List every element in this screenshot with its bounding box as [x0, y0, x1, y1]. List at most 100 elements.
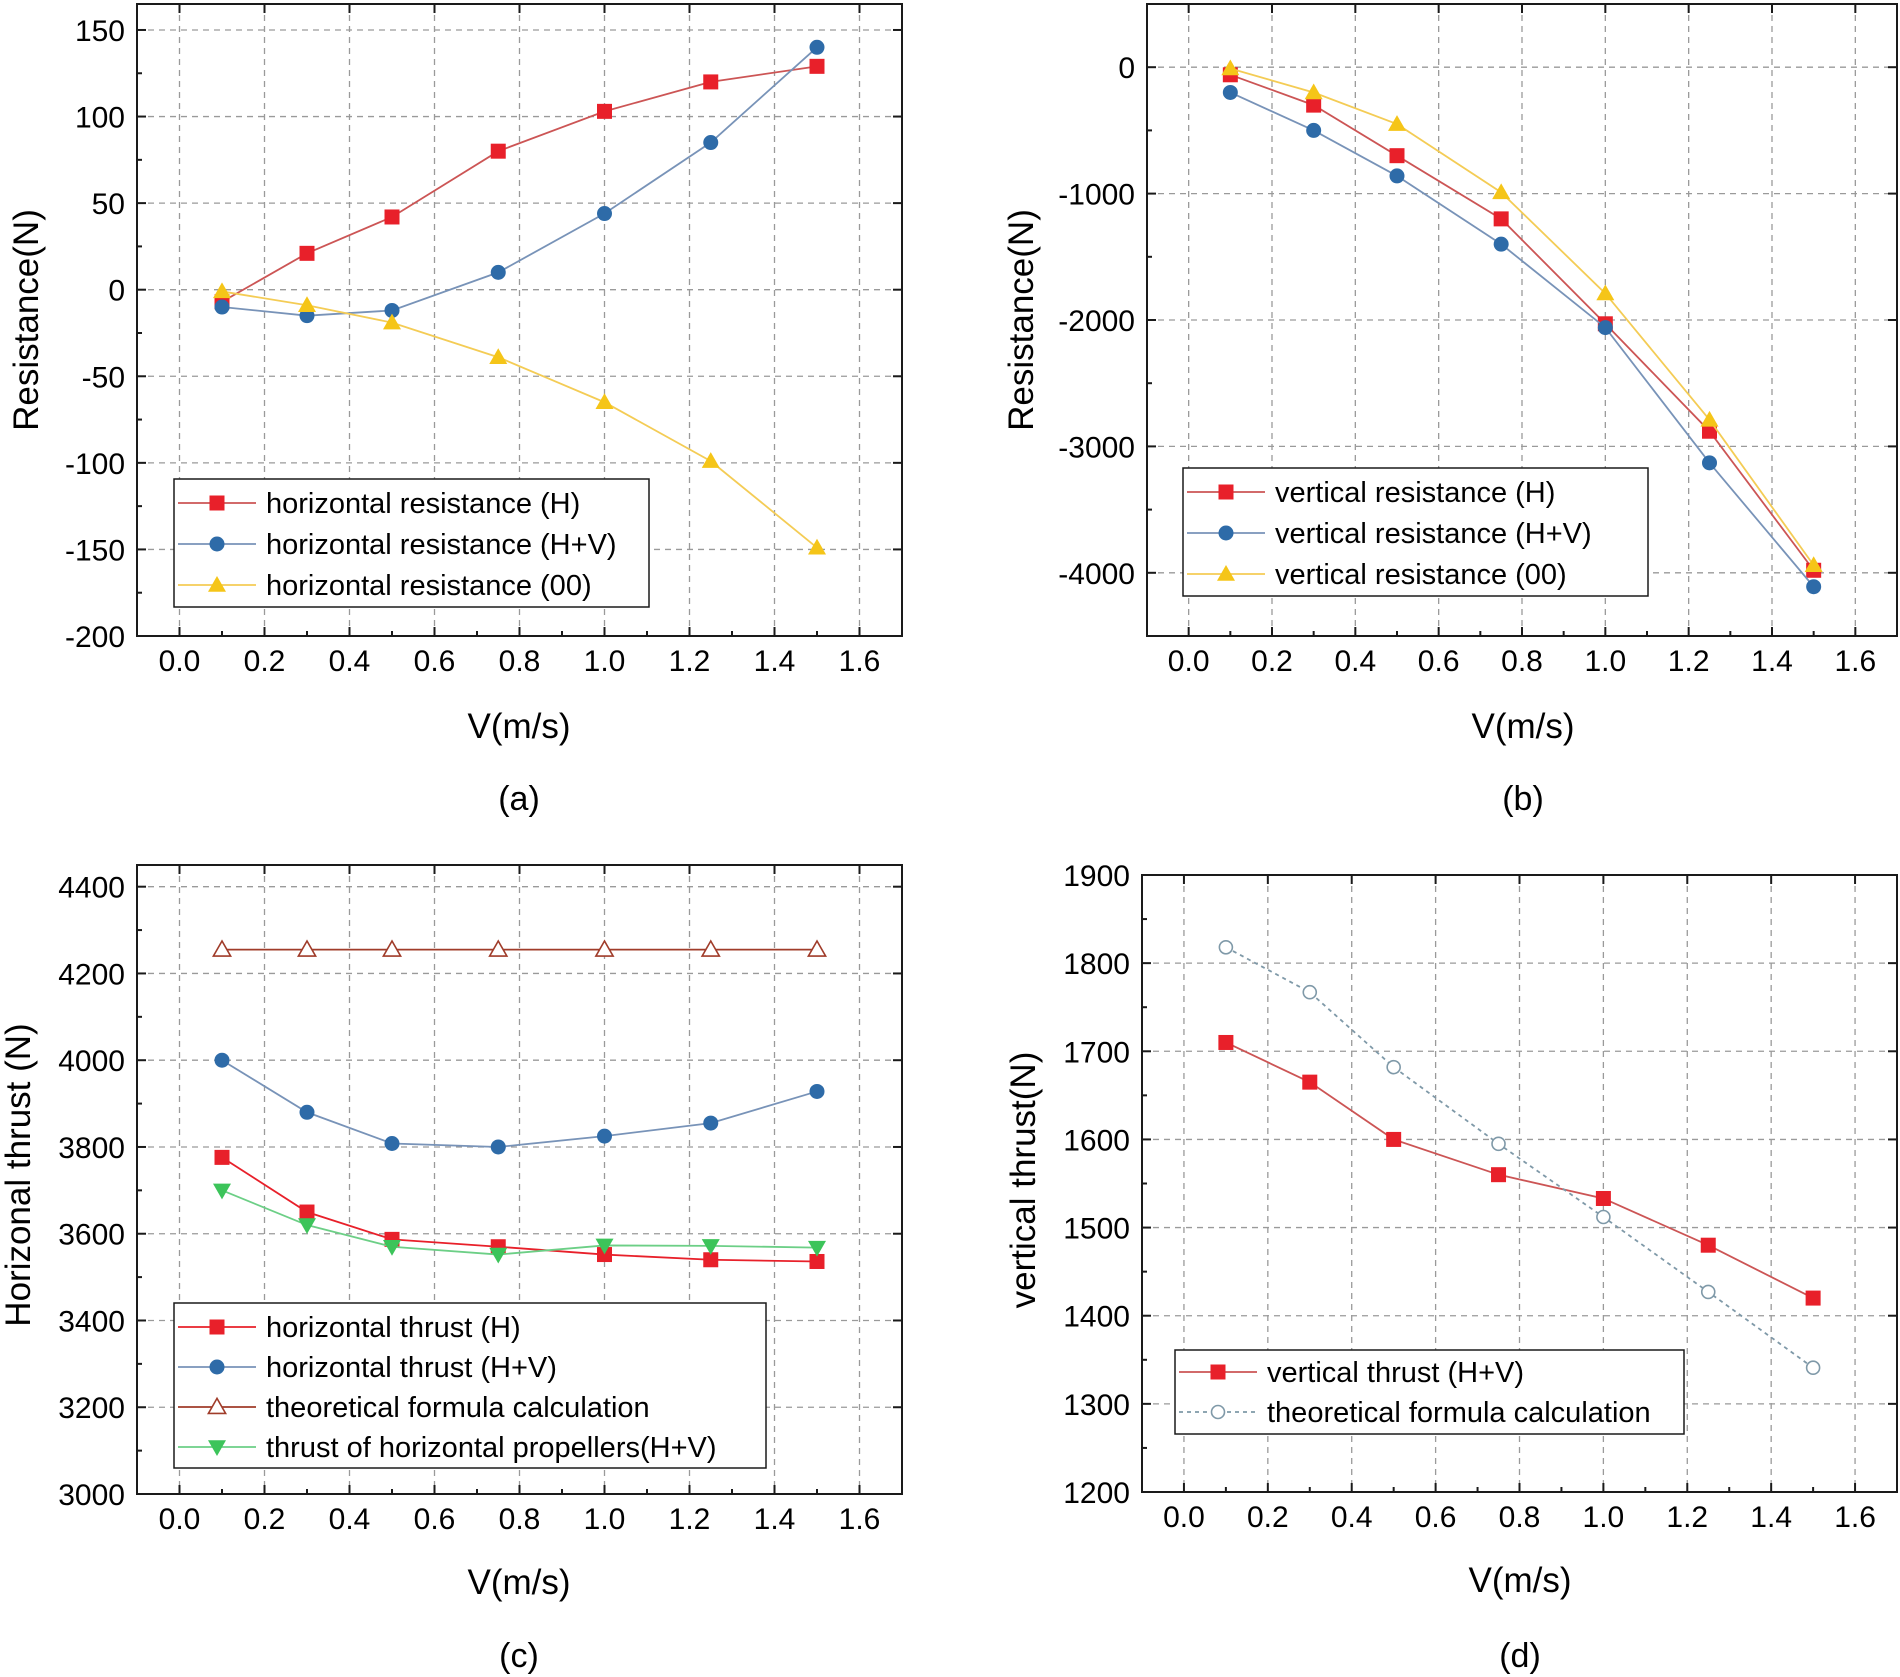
panel-d-legend-label: vertical thrust (H+V) — [1267, 1357, 1524, 1389]
panel-b-series-2-point — [1596, 284, 1615, 301]
panel-d-series-1-point — [1805, 1360, 1821, 1376]
panel-a-x-tick-label: 0.2 — [244, 645, 286, 678]
panel-c-x-tick-label: 0.0 — [159, 1503, 201, 1536]
panel-a-legend-swatch-marker — [209, 536, 225, 552]
panel-c-x-tick-label: 0.8 — [499, 1503, 541, 1536]
panel-b-series-0-point — [1493, 211, 1509, 227]
panel-a-series-2-point — [298, 296, 316, 313]
panel-c-series-1-point — [597, 1128, 612, 1144]
panel-a-series-0-point — [597, 103, 612, 119]
panel-a-series-1-point — [703, 135, 719, 151]
panel-a-x-tick-label: 0.0 — [159, 645, 201, 678]
panel-a-series-1-point — [490, 264, 506, 280]
panel-c-series-2-point — [296, 939, 318, 957]
panel-c-series-2-point — [806, 939, 828, 957]
panel-a-legend-label: horizontal resistance (H) — [266, 488, 580, 520]
panel-d-legend-box — [1174, 1349, 1685, 1435]
panel-c-series-0-point — [597, 1247, 612, 1263]
panel-d-y-axis-title: vertical thrust(N) — [1004, 1052, 1043, 1309]
panel-b-x-tick-label: 0.4 — [1334, 645, 1376, 678]
panel-c-legend-swatch-marker — [206, 1396, 228, 1415]
panel-c-y-tick-label: 3400 — [58, 1305, 125, 1338]
panel-d-y-tick-label: 1300 — [1063, 1389, 1130, 1422]
panel-d-series-1 — [1218, 939, 1821, 1376]
panel-b-legend-swatch-marker — [1218, 484, 1234, 500]
panel-a-series-2-point — [489, 348, 508, 364]
panel-a-legend-entry-2: horizontal resistance (00) — [178, 570, 592, 602]
panel-d-x-tick-label: 1.6 — [1834, 1501, 1876, 1534]
panel-c-legend: horizontal thrust (H) horizontal thrust (… — [173, 1302, 767, 1469]
panel-c-y-tick-label: 3600 — [58, 1219, 125, 1252]
panel-d-x-axis-title: V(m/s) — [1468, 1561, 1571, 1600]
panel-a-y-tick-label: 100 — [75, 102, 125, 135]
panel-b-y-axis-title: Resistance(N) — [1002, 209, 1041, 431]
panel-d-x-tick-label: 0.2 — [1247, 1501, 1289, 1534]
panel-a-series-1-point — [384, 302, 400, 318]
panel-a-legend-label: horizontal resistance (00) — [266, 570, 592, 602]
panel-a-y-tick-label: 50 — [92, 188, 125, 221]
panel-a-x-tick-label: 1.2 — [669, 645, 711, 678]
panel-b-legend: vertical resistance (H) vertical resistan… — [1182, 467, 1649, 597]
panel-a-series-0-point — [809, 58, 825, 74]
panel-b-y-tick-label: -4000 — [1058, 558, 1135, 591]
panel-c-series-2-point — [594, 939, 615, 957]
panel-a-series-0-point — [299, 245, 315, 261]
panel-a-y-tick-label: 0 — [108, 275, 125, 308]
panel-a-legend-label: horizontal resistance (H+V) — [266, 529, 617, 561]
panel-b-y-tick-label: 0 — [1118, 52, 1135, 85]
panel-b-chart: 0.0 0.2 0.4 0.6 0.8 1.0 1.2 1.4 1.6 -4000 -3000 -20… — [1002, 3, 1898, 818]
panel-c-legend-swatch-marker — [209, 1359, 225, 1375]
panel-a-y-tick-label: -50 — [82, 361, 125, 394]
panel-c-series-3-point — [383, 1239, 401, 1256]
panel-a-x-tick-label: 0.6 — [414, 645, 456, 678]
panel-c-caption: (c) — [499, 1637, 539, 1675]
panel-d-series-1-point — [1218, 939, 1234, 955]
panel-c-series-2 — [211, 939, 828, 957]
panel-c-series-1-point — [299, 1104, 315, 1120]
panel-c-series-3-point — [808, 1240, 826, 1257]
panel-d-legend-entry-0: vertical thrust (H+V) — [1179, 1357, 1524, 1389]
panel-c-series-3-point — [298, 1218, 316, 1235]
panel-d-series-1-point — [1596, 1209, 1611, 1225]
panel-d-series-0-point — [1805, 1290, 1821, 1306]
panel-c-series-3-point — [701, 1239, 720, 1255]
panel-a-series-2-point — [701, 452, 720, 468]
panel-d-chart: 0.0 0.2 0.4 0.6 0.8 1.0 1.2 1.4 1.6 1200 1300 1400 1… — [1004, 860, 1898, 1675]
panel-c-x-tick-label: 0.4 — [329, 1503, 371, 1536]
panel-b-legend-swatch-marker — [1218, 525, 1234, 541]
panel-b-series-1-point — [1702, 455, 1717, 471]
panel-a-x-tick-label: 1.4 — [754, 645, 796, 678]
panel-b-series-1-point — [1806, 579, 1822, 595]
panel-b-series-1-point — [1306, 122, 1322, 138]
panel-d-y-tick-label: 1500 — [1063, 1213, 1130, 1246]
panel-a-series-1 — [214, 39, 825, 324]
panel-c-y-tick-label: 3200 — [58, 1392, 125, 1425]
panel-a-series-2-point — [213, 282, 231, 299]
panel-c-chart: 0.0 0.2 0.4 0.6 0.8 1.0 1.2 1.4 1.6 3000 3200 3400 3… — [0, 864, 903, 1675]
panel-b-series-2-point — [1804, 556, 1823, 572]
panel-a-y-tick-label: -100 — [65, 448, 125, 481]
panel-c-series-2-point — [381, 939, 403, 957]
panel-c-series-0-point — [703, 1252, 719, 1268]
panel-c-legend-label: horizontal thrust (H+V) — [266, 1352, 557, 1384]
panel-b-series-1-point — [1597, 320, 1613, 336]
panel-a-legend: horizontal resistance (H) horizontal resi… — [173, 478, 650, 608]
panel-a-y-axis-title: Resistance(N) — [7, 209, 46, 431]
panel-d-x-tick-label: 0.6 — [1415, 1501, 1457, 1534]
panel-c-series-0-point — [214, 1149, 230, 1165]
panel-d-legend-swatch-marker — [1210, 1364, 1226, 1380]
panel-c-y-axis-title: Horizonal thrust (N) — [0, 1023, 38, 1326]
panel-d-x-tick-label: 1.0 — [1583, 1501, 1625, 1534]
panel-c-legend-entry-0: horizontal thrust (H) — [178, 1312, 521, 1344]
panel-c-legend-entry-2: theoretical formula calculation — [178, 1392, 650, 1424]
panel-a-x-tick-label: 1.0 — [584, 645, 626, 678]
panel-b-series-0-point — [1702, 423, 1717, 439]
panel-d-legend-entry-1: theoretical formula calculation — [1179, 1397, 1651, 1429]
panel-b-series-2-point — [1492, 183, 1511, 200]
panel-c-series-0-point — [299, 1204, 315, 1220]
panel-b-y-tick-label: -2000 — [1058, 305, 1135, 338]
panel-b-x-tick-label: 0.2 — [1251, 645, 1293, 678]
panel-a-series-0-point — [384, 209, 400, 225]
panel-a-legend-entry-1: horizontal resistance (H+V) — [178, 529, 617, 561]
panel-c-series-2-point — [700, 939, 721, 957]
